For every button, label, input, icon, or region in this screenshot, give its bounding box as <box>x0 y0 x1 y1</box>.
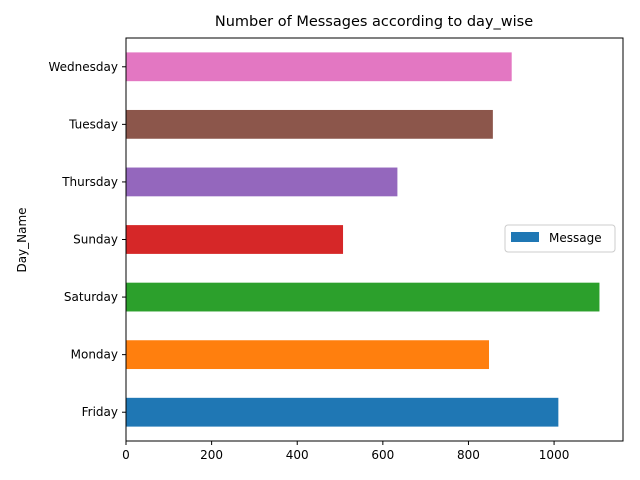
y-tick-label: Friday <box>82 405 118 419</box>
y-tick-label: Sunday <box>73 233 118 247</box>
y-axis-label: Day_Name <box>15 207 29 272</box>
x-tick-label: 1000 <box>539 448 570 462</box>
x-tick-label: 800 <box>457 448 480 462</box>
legend-swatch <box>511 232 539 242</box>
bar-sunday <box>126 225 344 254</box>
bar-wednesday <box>126 52 512 82</box>
legend: Message <box>504 224 616 253</box>
legend-box <box>504 224 616 253</box>
y-tick-label: Thursday <box>61 175 118 189</box>
y-tick-label: Tuesday <box>68 117 118 131</box>
y-tick-label: Saturday <box>64 290 118 304</box>
x-tick-label: 200 <box>200 448 223 462</box>
chart-title: Number of Messages according to day_wise <box>215 14 533 30</box>
bar-tuesday <box>126 109 493 139</box>
x-tick-label: 600 <box>371 448 394 462</box>
plot-frame <box>125 37 624 442</box>
bar-friday <box>126 397 559 427</box>
x-tick-label: 0 <box>122 448 130 462</box>
y-tick-label: Wednesday <box>49 60 118 74</box>
bar-thursday <box>126 167 398 197</box>
bar-saturday <box>126 282 600 312</box>
bar-monday <box>126 340 490 370</box>
y-tick-label: Monday <box>71 348 118 362</box>
legend-label: Message <box>549 231 602 245</box>
x-tick-label: 400 <box>286 448 309 462</box>
